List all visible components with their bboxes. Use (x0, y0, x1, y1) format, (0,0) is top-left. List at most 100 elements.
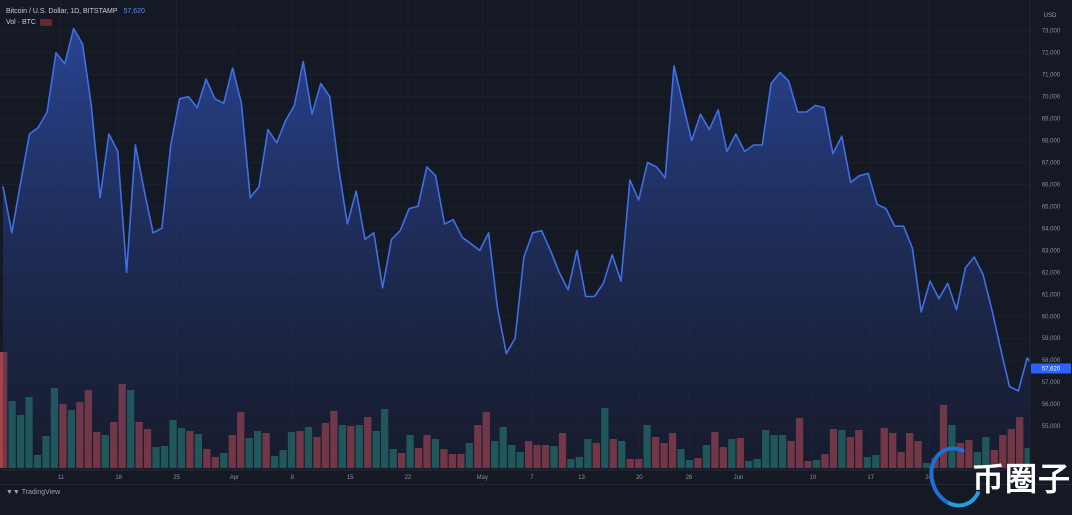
price-point (364, 238, 366, 240)
price-point (920, 311, 922, 313)
price-point (240, 102, 242, 104)
x-tick-label: Jun (734, 475, 744, 481)
x-tick-label: 26 (686, 475, 693, 481)
x-tick-label: 17 (867, 475, 874, 481)
price-point (249, 197, 251, 199)
price-point (629, 179, 631, 181)
x-tick-label: 24 (925, 475, 932, 481)
price-point (496, 306, 499, 309)
price-point (885, 208, 887, 210)
price-point (337, 166, 340, 168)
price-point (355, 190, 357, 192)
price-point (797, 111, 799, 113)
price-point (329, 96, 331, 98)
price-point (320, 82, 322, 85)
price-point (761, 144, 763, 146)
price-point (2, 186, 4, 188)
price-point (64, 63, 66, 65)
price-point (664, 177, 666, 179)
price-chart[interactable]: USD 73,000 72,000 71,000 70,000 69,000 68,000… (0, 0, 1072, 484)
price-point (841, 135, 843, 137)
y-tick-label: 59,000 (1042, 336, 1061, 342)
price-point (585, 295, 587, 298)
price-point (461, 236, 463, 238)
currency-label: USD (1044, 13, 1057, 19)
price-point (99, 197, 101, 199)
price-point (911, 247, 913, 249)
x-tick-label: 25 (173, 475, 180, 481)
price-point (682, 102, 684, 104)
x-tick-label: 15 (347, 475, 354, 481)
price-point (73, 27, 75, 30)
y-tick-label: 61,000 (1042, 292, 1061, 298)
price-point (532, 232, 534, 234)
price-point (708, 128, 710, 131)
price-point (823, 107, 825, 109)
price-point (55, 52, 57, 54)
price-point (311, 113, 313, 115)
y-tick-label: 60,000 (1042, 314, 1061, 320)
price-point (955, 309, 958, 311)
price-point (20, 181, 22, 183)
price-point (646, 161, 649, 164)
price-point (814, 104, 816, 107)
price-point (373, 232, 375, 234)
symbol-title: Bitcoin / U.S. Dollar, 1D, BITSTAMP (6, 8, 118, 15)
price-point (540, 230, 543, 232)
price-point (152, 232, 154, 234)
price-point (752, 144, 755, 146)
y-tick-label: 69,000 (1042, 117, 1061, 123)
price-point (726, 150, 728, 153)
price-point (867, 172, 869, 175)
x-tick-label: 10 (810, 475, 817, 481)
price-point (1008, 385, 1011, 388)
volume-row: Vol · BTC (6, 17, 145, 28)
price-point (134, 144, 137, 146)
price-point (805, 111, 808, 113)
price-point (1035, 368, 1037, 370)
price-point (399, 230, 401, 232)
tradingview-logo[interactable]: ▼▼ TradingView (6, 489, 61, 496)
price-point (408, 208, 410, 210)
x-tick-label: 11 (58, 475, 65, 481)
tradingview-brand: TradingView (21, 489, 61, 496)
y-tick-label: 72,000 (1042, 51, 1061, 57)
price-point (81, 43, 84, 45)
price-area-fill (3, 28, 1036, 470)
y-tick-label: 56,000 (1042, 402, 1061, 408)
y-tick-label: 67,000 (1042, 161, 1061, 167)
price-point (929, 280, 931, 282)
price-point (858, 175, 861, 177)
price-point (346, 223, 348, 225)
price-point (717, 109, 719, 111)
price-point (576, 249, 578, 251)
x-tick-label: 13 (578, 475, 585, 481)
y-tick-label: 57,000 (1042, 380, 1061, 386)
price-point (214, 98, 216, 100)
y-tick-label: 58,000 (1042, 358, 1061, 364)
x-tick-label: May (477, 475, 488, 481)
x-tick-label: 18 (115, 475, 122, 481)
price-points (2, 27, 1037, 392)
price-point (170, 144, 172, 146)
y-tick-label: 55,000 (1042, 424, 1061, 430)
y-tick-label: 65,000 (1042, 204, 1061, 210)
price-point (223, 102, 225, 104)
volume-title: Vol · BTC (6, 19, 36, 26)
price-point (770, 82, 772, 85)
price-point (673, 65, 675, 67)
price-point (196, 107, 198, 109)
price-point (390, 238, 393, 240)
quote-value: 57,620 (123, 8, 145, 15)
price-line (2, 27, 1037, 392)
price-axis-panel[interactable] (1030, 0, 1072, 484)
x-axis-ticks: 11 18 25 Apr 8 15 22 May 7 13 20 26 Jun 10 17 24 (58, 475, 933, 481)
price-point (876, 203, 878, 205)
price-point (205, 78, 207, 80)
price-point (267, 128, 269, 131)
price-point (11, 232, 13, 234)
price-point (744, 150, 746, 153)
price-point (849, 181, 852, 183)
symbol-row: Bitcoin / U.S. Dollar, 1D, BITSTAMP 57,62… (6, 6, 145, 17)
price-point (37, 126, 39, 128)
